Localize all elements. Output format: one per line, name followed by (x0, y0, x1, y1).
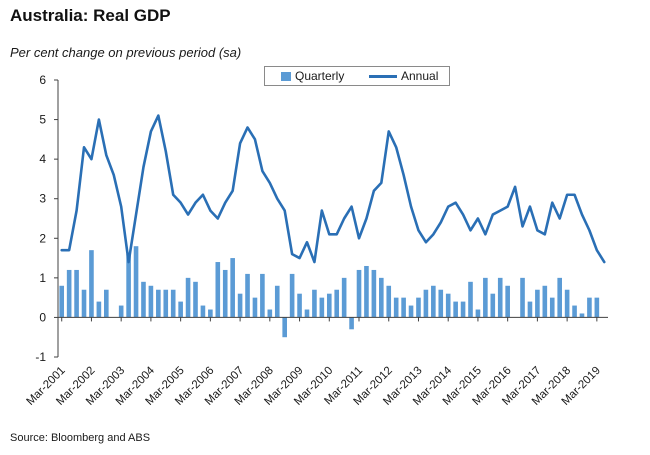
quarterly-bar (572, 305, 577, 318)
quarterly-bar (438, 289, 444, 318)
chart-title: Australia: Real GDP (10, 6, 171, 25)
quarterly-bar (341, 277, 347, 318)
quarterly-bar (312, 289, 317, 318)
quarterly-bar (453, 301, 458, 318)
quarterly-bar (260, 273, 265, 318)
quarterly-bar (520, 277, 525, 318)
quarterly-bar (141, 281, 146, 318)
quarterly-bar (468, 281, 473, 318)
quarterly-bar (252, 297, 258, 318)
quarterly-bar (193, 281, 198, 318)
quarterly-bar (215, 262, 221, 318)
quarterly-bar (237, 293, 243, 318)
quarterly-bar (408, 305, 414, 318)
legend-quarterly-label: Quarterly (295, 69, 345, 83)
quarterly-bar (304, 309, 310, 318)
quarterly-bar (371, 269, 377, 318)
quarterly-bar (148, 285, 154, 318)
quarterly-bar (282, 317, 287, 338)
y-axis-label: Per cent change on previous period (sa) (10, 45, 242, 60)
quarterly-bar (416, 297, 421, 318)
quarterly-bar (527, 301, 533, 318)
quarterly-bar (423, 289, 429, 318)
quarterly-bar (364, 265, 369, 318)
y-tick-label: 0 (39, 310, 46, 324)
quarterly-bar (557, 277, 562, 318)
quarterly-bar (200, 305, 206, 318)
quarterly-bar (475, 309, 481, 318)
quarterly-bar (535, 289, 540, 318)
quarterly-bar (267, 309, 273, 318)
quarterly-bar (178, 301, 183, 318)
quarterly-bar (297, 293, 302, 318)
y-tick-label: 3 (39, 192, 46, 206)
quarterly-bar (96, 301, 102, 318)
quarterly-bar (505, 285, 510, 318)
annual-line-layer (60, 114, 606, 264)
quarterly-bar (497, 277, 503, 318)
y-tick-label: 5 (39, 113, 46, 127)
y-tick-label: 4 (39, 152, 46, 166)
quarterly-bar (579, 313, 585, 318)
quarterly-bar (356, 269, 362, 318)
y-tick-label: 1 (39, 271, 46, 285)
quarterly-bar (230, 258, 235, 318)
quarterly-bar (289, 273, 295, 318)
quarterly-bar (386, 285, 392, 318)
quarterly-bar (587, 297, 592, 318)
quarterly-bar (163, 289, 169, 318)
legend-annual-swatch (369, 75, 397, 78)
quarterly-bar (208, 309, 213, 318)
y-tick-label: -1 (35, 350, 46, 364)
quarterly-bar (445, 293, 451, 318)
quarterly-bar (401, 297, 406, 318)
quarterly-bar (490, 293, 496, 318)
legend-annual-label: Annual (401, 69, 439, 83)
annual-line (60, 114, 606, 264)
quarterly-bar (126, 254, 131, 318)
quarterly-bar (274, 285, 280, 318)
quarterly-bar (564, 289, 570, 318)
quarterly-bar (222, 269, 228, 318)
quarterly-bar (549, 297, 555, 318)
quarterly-bar (542, 285, 548, 318)
y-tick-label: 6 (39, 73, 46, 87)
quarterly-bar (89, 250, 94, 318)
quarterly-bar (319, 297, 325, 318)
quarterly-bar (334, 289, 340, 318)
quarterly-bar (118, 305, 124, 318)
quarterly-bar (59, 285, 65, 318)
quarterly-bar (104, 289, 109, 318)
quarterly-bar (460, 301, 466, 318)
quarterly-bar (74, 269, 79, 318)
quarterly-bar (431, 285, 436, 318)
quarterly-bar (379, 277, 384, 318)
source-note: Source: Bloomberg and ABS (10, 432, 151, 444)
quarterly-bar (185, 277, 191, 318)
quarterly-bar (393, 297, 399, 318)
quarterly-bars (59, 246, 600, 338)
quarterly-bar (170, 289, 176, 318)
quarterly-bar (66, 269, 72, 318)
quarterly-bar (133, 246, 139, 318)
quarterly-bar (81, 289, 87, 318)
quarterly-bar (594, 297, 600, 318)
y-tick-label: 2 (39, 231, 46, 245)
quarterly-bar (349, 317, 354, 330)
quarterly-bar (245, 273, 250, 318)
legend-quarterly-swatch (281, 72, 291, 81)
legend: Quarterly Annual (264, 66, 450, 86)
quarterly-bar (483, 277, 488, 318)
quarterly-bar (156, 289, 161, 318)
quarterly-bar (326, 293, 332, 318)
